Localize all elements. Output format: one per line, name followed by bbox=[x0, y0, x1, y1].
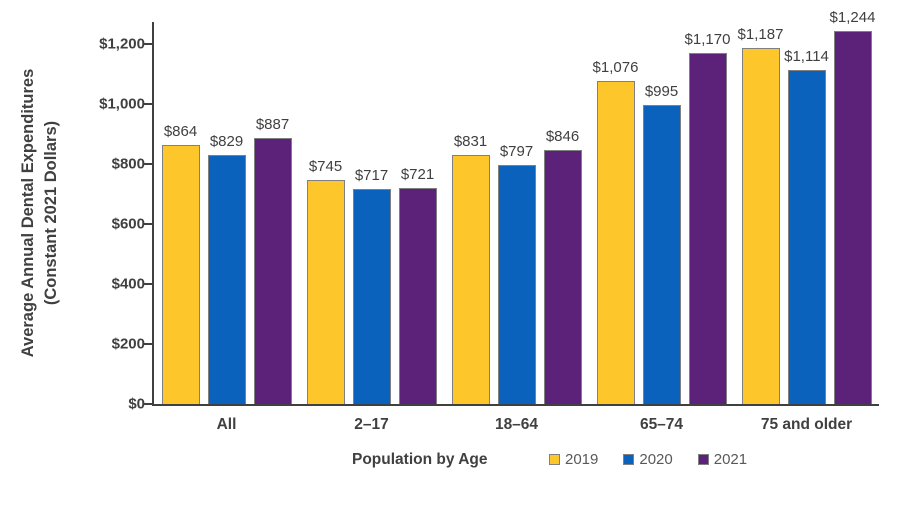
bar-2020-2–17 bbox=[352, 188, 391, 404]
y-tick-mark bbox=[144, 42, 152, 45]
bar-value-label: $864 bbox=[163, 122, 198, 140]
bar-2019-18–64 bbox=[451, 154, 490, 404]
bar-value-label: $717 bbox=[354, 166, 389, 184]
y-tick-mark bbox=[144, 102, 152, 105]
legend-swatch-2020 bbox=[623, 454, 635, 465]
legend: 2019 2020 2021 bbox=[549, 451, 747, 468]
bar-2019-2–17 bbox=[306, 180, 345, 404]
bar-2020-All bbox=[207, 155, 246, 404]
x-category-label-75 and older: 75 and older bbox=[760, 416, 853, 433]
y-tick-label: $400 bbox=[111, 275, 145, 293]
bar-2021-65–74 bbox=[688, 52, 727, 404]
legend-item-2020: 2020 bbox=[623, 451, 673, 468]
y-tick-mark bbox=[144, 162, 152, 165]
y-tick-label: $1,000 bbox=[99, 95, 145, 113]
y-tick-label: $200 bbox=[111, 335, 145, 353]
bar-2020-18–64 bbox=[497, 164, 536, 404]
bar-2021-75 and older bbox=[833, 30, 872, 404]
legend-swatch-2019 bbox=[549, 454, 560, 465]
bar-value-label: $829 bbox=[209, 133, 244, 151]
x-category-label-All: All bbox=[216, 416, 237, 433]
plot-area: $0 $200 $400 $600 $800 $1,000 $1,200 $864 $829 $8… bbox=[99, 9, 879, 433]
x-category-label-65–74: 65–74 bbox=[639, 416, 684, 433]
legend-item-2021: 2021 bbox=[697, 451, 748, 468]
bar-value-label: $721 bbox=[400, 165, 435, 183]
legend-label-2019: 2019 bbox=[565, 451, 599, 468]
bar-value-label: $887 bbox=[255, 115, 290, 133]
y-axis-title: Average Annual Dental Expenditures (Cons… bbox=[16, 22, 64, 404]
y-tick-mark bbox=[144, 222, 152, 225]
bar-value-label: $797 bbox=[499, 142, 534, 160]
y-axis-title-line2: (Constant 2021 Dollars) bbox=[42, 120, 60, 306]
bar-2019-65–74 bbox=[596, 81, 635, 404]
x-category-label-2–17: 2–17 bbox=[354, 416, 389, 433]
bar-value-label: $995 bbox=[644, 83, 679, 101]
bar-value-label: $846 bbox=[545, 128, 580, 146]
x-axis-title: Population by Age bbox=[352, 451, 488, 468]
bar-value-label: $1,114 bbox=[784, 47, 829, 65]
y-tick-label: $1,200 bbox=[99, 35, 145, 53]
legend-label-2021: 2021 bbox=[713, 451, 748, 468]
bar-2021-18–64 bbox=[543, 150, 582, 404]
legend-label-2020: 2020 bbox=[639, 451, 673, 468]
bar-value-label: $831 bbox=[453, 132, 488, 150]
bar-value-label: $745 bbox=[308, 158, 343, 176]
bar-2021-2–17 bbox=[398, 187, 437, 404]
y-tick-label: $600 bbox=[111, 215, 145, 233]
bar-2021-All bbox=[253, 137, 292, 404]
y-tick-mark bbox=[144, 403, 152, 405]
y-tick-mark bbox=[144, 342, 152, 345]
y-tick-label: $800 bbox=[111, 155, 145, 173]
bar-value-label: $1,076 bbox=[592, 59, 639, 77]
bar-value-label: $1,187 bbox=[737, 25, 784, 43]
legend-swatch-2021 bbox=[697, 454, 709, 465]
bar-2019-All bbox=[161, 144, 200, 404]
bar-2019-75 and older bbox=[741, 47, 780, 404]
y-axis-title-line1: Average Annual Dental Expenditures bbox=[19, 68, 37, 358]
y-tick-label: $0 bbox=[128, 395, 145, 413]
legend-item-2019: 2019 bbox=[549, 451, 598, 468]
bar-value-label: $1,244 bbox=[829, 8, 876, 26]
y-tick-mark bbox=[144, 282, 152, 285]
bar-2020-65–74 bbox=[642, 105, 681, 404]
x-category-label-18–64: 18–64 bbox=[494, 416, 539, 433]
bar-2020-75 and older bbox=[787, 69, 826, 404]
bar-value-label: $1,170 bbox=[684, 30, 731, 48]
